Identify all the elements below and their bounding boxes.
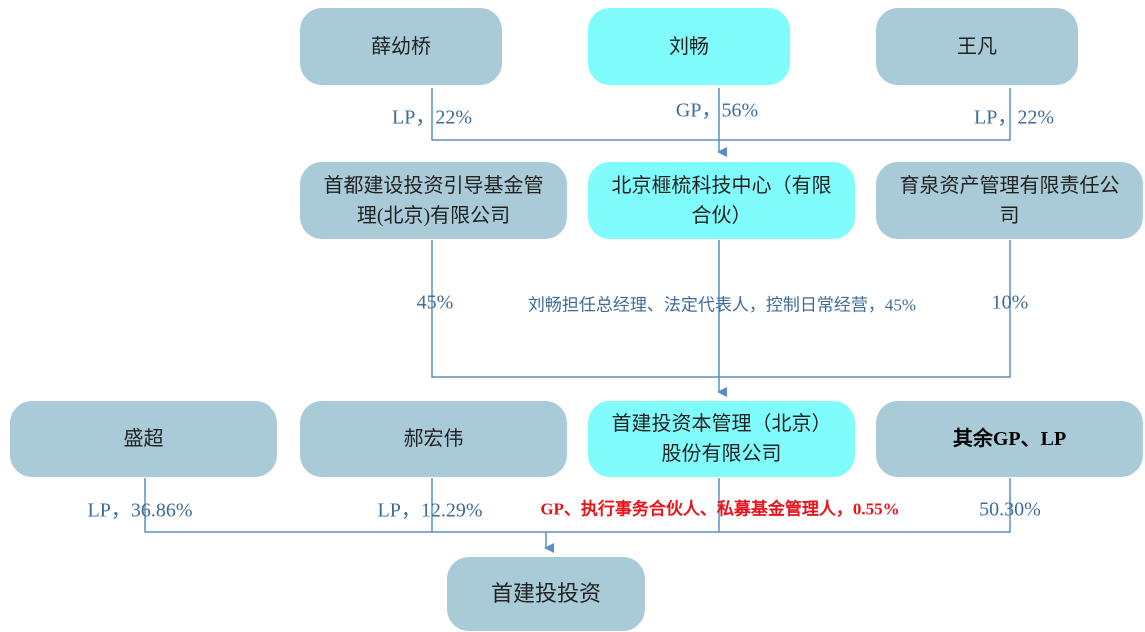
- edge-label: 50.30%: [979, 498, 1041, 521]
- node: 盛超: [10, 401, 277, 477]
- node: 王凡: [876, 8, 1078, 85]
- edge-label: 45%: [416, 291, 454, 314]
- node: 育泉资产管理有限责任公司: [876, 162, 1143, 239]
- node: 北京榧梳科技中心（有限合伙）: [588, 162, 855, 239]
- node: 郝宏伟: [300, 401, 567, 477]
- node: 首建投投资: [447, 557, 645, 631]
- edge-label: LP，22%: [974, 106, 1054, 129]
- edge-label: LP，22%: [392, 106, 472, 129]
- node: 刘畅: [588, 8, 790, 85]
- edge-label: GP，56%: [675, 99, 759, 122]
- edge-label: 10%: [991, 291, 1029, 314]
- edge-label: 刘畅担任总经理、法定代表人，控制日常经营，45%: [527, 295, 917, 315]
- edge-label: LP，12.29%: [377, 499, 483, 522]
- node: 其余GP、LP: [876, 401, 1143, 477]
- node: 首都建设投资引导基金管理(北京)有限公司: [300, 162, 567, 239]
- node: 首建投资本管理（北京）股份有限公司: [588, 401, 855, 477]
- edge-label: GP、执行事务合伙人、私募基金管理人，0.55%: [540, 499, 900, 519]
- node: 薛幼桥: [300, 8, 502, 85]
- edge-label: LP，36.86%: [87, 499, 193, 522]
